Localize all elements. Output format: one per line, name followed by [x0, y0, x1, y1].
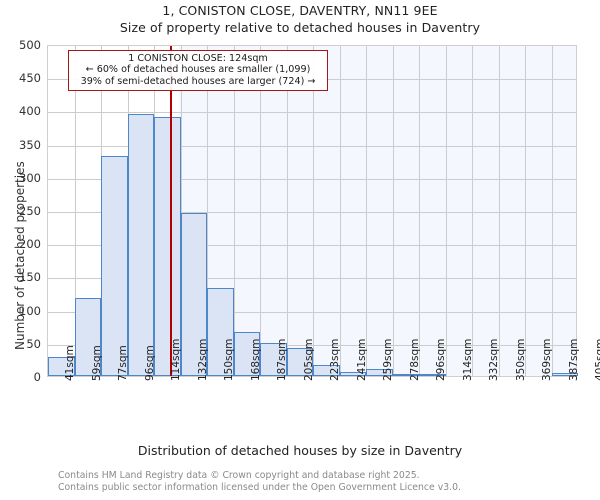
grid-line-vertical — [498, 46, 500, 376]
grid-line-vertical — [551, 46, 553, 376]
grid-line-vertical — [392, 46, 394, 376]
grid-line-horizontal — [48, 245, 576, 247]
y-tick-label: 0 — [33, 370, 41, 384]
grid-line-vertical — [74, 46, 76, 376]
x-tick-label: 278sqm — [408, 338, 421, 381]
grid-line-vertical — [525, 46, 526, 376]
grid-line-vertical — [445, 46, 447, 376]
grid-line-vertical — [419, 46, 420, 376]
y-tick-label: 350 — [19, 137, 41, 152]
grid-line-vertical — [233, 46, 235, 376]
chart-subtitle: Size of property relative to detached ho… — [119, 20, 481, 35]
grid-line-vertical — [207, 46, 208, 376]
annotation-line-2: ← 60% of detached houses are smaller (1,… — [85, 64, 311, 76]
x-tick-label: 96sqm — [143, 345, 156, 381]
grid-line-vertical — [313, 46, 314, 376]
x-tick-label: 259sqm — [382, 338, 395, 381]
y-tick-label: 300 — [19, 170, 41, 185]
annotation-box: 1 CONISTON CLOSE: 124sqm ← 60% of detach… — [68, 50, 328, 92]
x-tick-label: 205sqm — [302, 338, 315, 381]
chart-title: 1, CONISTON CLOSE, DAVENTRY, NN11 9EE — [162, 3, 438, 18]
footer-attribution: Contains HM Land Registry data © Crown c… — [58, 470, 598, 493]
x-tick-label: 168sqm — [249, 338, 262, 381]
grid-line-vertical — [180, 46, 182, 376]
bar — [101, 155, 128, 376]
y-tick-label: 450 — [19, 71, 41, 86]
bar-series — [48, 46, 578, 376]
x-tick-label: 405sqm — [594, 338, 600, 381]
x-tick-label: 332sqm — [488, 338, 501, 381]
grid-line-horizontal — [48, 311, 576, 313]
bar — [551, 373, 578, 376]
bar — [207, 287, 234, 376]
y-tick-label: 250 — [19, 204, 41, 218]
bar — [154, 117, 181, 376]
footer-line-2: Contains public sector information licen… — [58, 481, 461, 493]
annotation-line-3: 39% of semi-detached houses are larger (… — [80, 75, 316, 87]
y-axis-title: Number of detached properties — [13, 161, 27, 350]
bar — [260, 342, 287, 376]
bar — [233, 331, 260, 376]
y-tick-label: 50 — [26, 336, 41, 351]
x-axis-title: Distribution of detached houses by size … — [137, 443, 463, 458]
property-marker-line — [169, 46, 172, 376]
bar — [74, 298, 101, 376]
grid-line-horizontal — [48, 145, 576, 147]
y-tick-label: 150 — [19, 270, 41, 285]
y-tick-label: 200 — [19, 237, 41, 252]
grid-line-vertical — [260, 46, 261, 376]
x-tick-label: 77sqm — [117, 345, 130, 381]
x-tick-label: 241sqm — [355, 338, 368, 381]
bar — [392, 374, 419, 376]
grid-line-horizontal — [48, 112, 576, 114]
x-tick-label: 132sqm — [196, 338, 209, 381]
x-tick-label: 369sqm — [541, 338, 554, 381]
y-tick-label: 100 — [19, 303, 41, 318]
grid-line-vertical — [286, 46, 288, 376]
x-tick-label: 59sqm — [90, 345, 103, 381]
x-tick-label: 150sqm — [223, 338, 236, 381]
bar — [286, 348, 313, 376]
bar — [48, 357, 75, 376]
bar — [419, 374, 446, 376]
grid-line-horizontal — [48, 212, 576, 213]
x-tick-label: 350sqm — [514, 338, 527, 381]
bar — [366, 368, 393, 376]
grid-line-vertical — [366, 46, 367, 376]
x-tick-label: 296sqm — [435, 338, 448, 381]
bar — [127, 113, 154, 376]
bar — [313, 365, 340, 376]
x-tick-label: 187sqm — [276, 338, 289, 381]
grid-line-horizontal — [48, 278, 576, 280]
grid-line-vertical — [339, 46, 341, 376]
footer-line-1: Contains HM Land Registry data © Crown c… — [58, 470, 420, 481]
x-tick-label: 223sqm — [329, 338, 342, 381]
y-tick-label: 500 — [19, 38, 41, 52]
plot-area — [47, 45, 578, 377]
annotation-line-1: 1 CONISTON CLOSE: 124sqm — [128, 53, 268, 64]
x-tick-label: 387sqm — [567, 338, 580, 381]
y-tick-label: 400 — [19, 104, 41, 119]
x-tick-label: 41sqm — [64, 345, 77, 381]
grid-line-vertical — [472, 46, 473, 376]
x-tick-label: 314sqm — [461, 338, 474, 381]
grid-line-horizontal — [48, 344, 576, 346]
bar — [180, 213, 207, 376]
grid-line-horizontal — [48, 178, 576, 180]
x-tick-label: 114sqm — [170, 338, 183, 381]
bar — [339, 372, 366, 376]
